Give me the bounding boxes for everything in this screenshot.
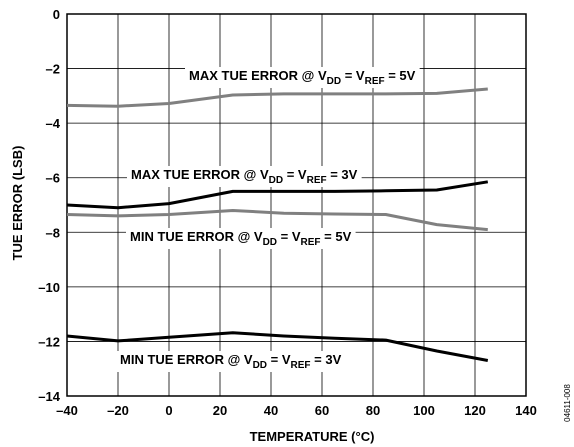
- x-tick-label: 80: [366, 403, 380, 418]
- y-tick-labels: 0 –2 –4 –6 –8 –10 –12 –14: [38, 7, 60, 404]
- x-tick-label: 120: [464, 403, 486, 418]
- x-tick-label: –20: [107, 403, 129, 418]
- y-tick-label: –4: [46, 116, 61, 131]
- x-tick-labels: –40 –20 0 20 40 60 80 100 120 140: [56, 403, 537, 418]
- y-tick-label: –8: [46, 225, 60, 240]
- x-tick-label: 0: [165, 403, 172, 418]
- x-tick-label: 140: [515, 403, 537, 418]
- series-label-background: [127, 166, 362, 187]
- x-tick-label: 100: [413, 403, 435, 418]
- series-label-background: [126, 228, 356, 249]
- series-label-background: [116, 351, 346, 372]
- y-tick-label: 0: [53, 7, 60, 22]
- series-label-2: MAX TUE ERROR @ VDD = VREF = 3V: [131, 167, 358, 186]
- series-label-background: [185, 67, 420, 88]
- series-line-3: [66, 209, 488, 232]
- y-tick-label: –14: [38, 389, 60, 404]
- y-tick-label: –2: [46, 62, 60, 77]
- y-tick-label: –10: [38, 280, 60, 295]
- series-line-4: [66, 331, 489, 362]
- series-line-2: [66, 180, 489, 210]
- x-tick-label: 60: [315, 403, 329, 418]
- series-lines: [66, 87, 489, 362]
- series-label-3: MIN TUE ERROR @ VDD = VREF = 5V: [130, 229, 352, 248]
- series-labels: MAX TUE ERROR @ VDD = VREF = 5V MAX TUE E…: [116, 67, 420, 372]
- series-label-1: MAX TUE ERROR @ VDD = VREF = 5V: [189, 68, 416, 87]
- x-tick-label: –40: [56, 403, 78, 418]
- y-tick-label: –6: [46, 171, 60, 186]
- x-tick-label: 40: [264, 403, 278, 418]
- series-line-1: [66, 87, 488, 108]
- x-tick-label: 20: [213, 403, 227, 418]
- y-axis-title: TUE ERROR (LSB): [10, 146, 25, 261]
- figure-code: 04611-008: [563, 384, 572, 422]
- x-axis-title: TEMPERATURE (°C): [250, 429, 375, 444]
- y-tick-label: –12: [38, 334, 60, 349]
- series-label-4: MIN TUE ERROR @ VDD = VREF = 3V: [120, 352, 342, 371]
